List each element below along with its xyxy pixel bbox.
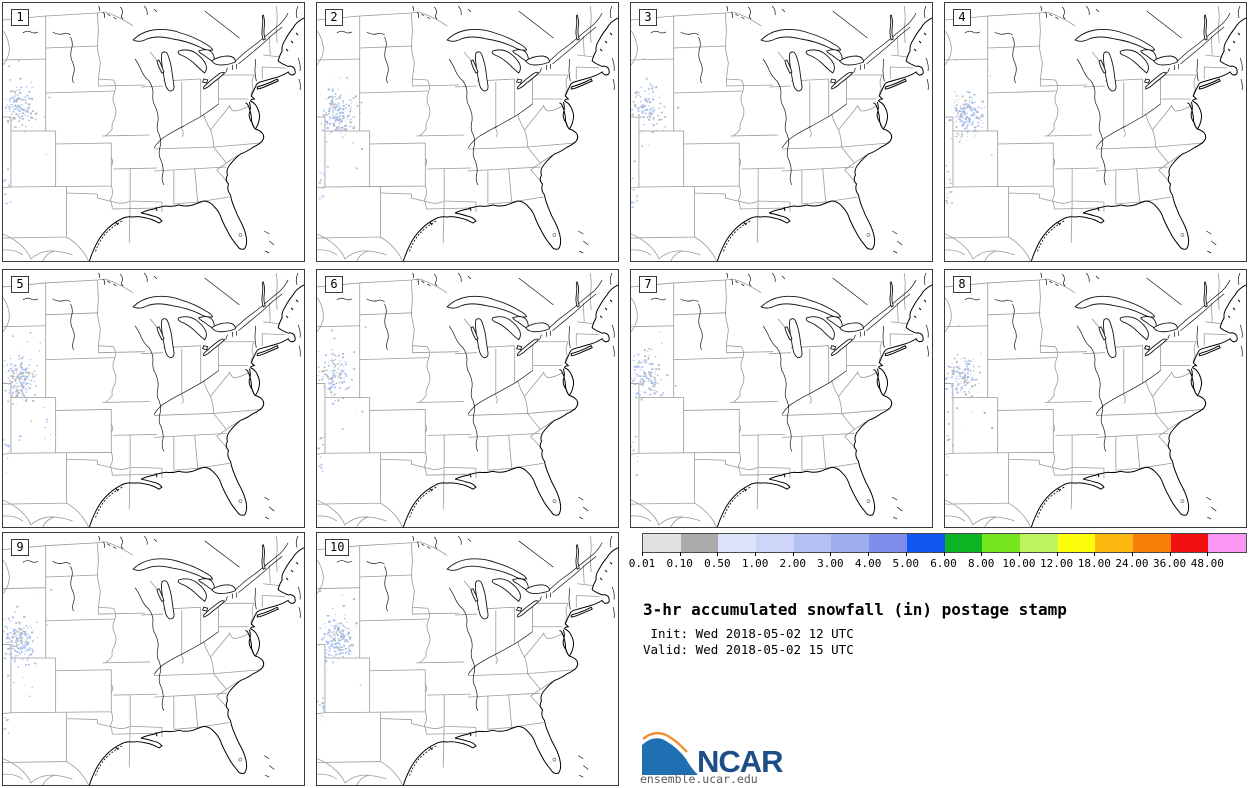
us-map [317,272,618,527]
map-panel: 9 [2,532,305,786]
snowfall-field [317,590,362,721]
member-number-badge: 2 [325,9,343,26]
colorbar-segment [1208,534,1246,552]
map-panel: 6 [316,269,619,528]
colorbar-tick-label: 48.00 [1190,557,1224,570]
colorbar-tick-label: 6.00 [930,557,957,570]
map-panel: 1 [2,2,305,262]
colorbar-tick-label: 3.00 [817,557,844,570]
member-number-badge: 10 [325,539,350,556]
colorbar-tick [905,552,907,556]
member-number-badge: 4 [953,9,971,26]
colorbar-tick-label: 0.01 [628,557,656,570]
colorbar-tick-label: 10.00 [1002,557,1036,570]
colorbar-tick-label: 12.00 [1040,557,1074,570]
snowfall-field [3,331,52,474]
member-number-badge: 8 [953,276,971,293]
colorbar-tick [679,552,681,556]
us-map [945,272,1246,527]
colorbar-segment [1019,534,1058,552]
colorbar-segment [869,534,907,552]
colorbar-segment [793,534,832,552]
colorbar-tick [1169,552,1171,556]
us-map [945,5,1246,261]
colorbar-tick [1018,552,1020,556]
colorbar-tick [868,552,870,556]
snowfall-field [317,324,367,472]
legend-block: 0.01 0.10 0.50 1.00 2.00 3.00 4.00 5.00 6.00 8.00… [628,532,1248,788]
map-panel: 2 [316,2,619,262]
colorbar-tick [792,552,794,556]
colorbar-tick-label: 24.00 [1115,557,1149,570]
snowfall-field [945,59,993,208]
colorbar-tick [943,552,945,556]
snowfall-field [945,324,994,476]
ncar-wordmark: NCAR [697,744,784,779]
colorbar-tick-label: 4.00 [854,557,882,570]
colorbar-tick-label: 2.00 [779,557,807,570]
us-map [317,535,618,785]
colorbar-tick [1131,552,1133,556]
colorbar-segment [1057,534,1096,552]
colorbar-tick-label: 36.00 [1153,557,1187,570]
member-number-badge: 5 [11,276,29,293]
us-map [3,272,304,527]
member-number-badge: 7 [639,276,657,293]
colorbar-tick-label: 8.00 [967,557,995,570]
figure-title: 3-hr accumulated snowfall (in) postage s… [643,600,1067,619]
snowfall-field [3,60,51,205]
member-number-badge: 9 [11,539,29,556]
colorbar-tick [830,552,832,556]
colorbar-tick-label: 0.10 [666,557,693,570]
us-map [3,535,304,785]
us-map [631,5,932,261]
colorbar-tick [717,552,719,556]
colorbar-segment [680,534,719,552]
colorbar-tick [1207,552,1209,556]
colorbar-segment [1095,534,1133,552]
map-panel: 4 [944,2,1247,262]
colorbar-tick-label: 0.50 [704,557,731,570]
colorbar-tick [1056,552,1058,556]
map-panel: 8 [944,269,1247,528]
colorbar-segment [643,534,681,552]
member-number-badge: 3 [639,9,657,26]
snowfall-field [3,588,53,734]
colorbar-segment [1170,534,1209,552]
us-map [3,5,304,261]
colorbar-segment [756,534,794,552]
colorbar-tick [981,552,983,556]
member-number-badge: 1 [11,9,29,26]
colorbar-segment [906,534,945,552]
map-panel: 7 [630,269,933,528]
snowfall-colorbar [642,533,1247,553]
map-panel: 10 [316,532,619,786]
us-map [631,272,932,527]
colorbar-tick [1094,552,1096,556]
ncar-swoosh-icon [642,731,698,775]
colorbar-tick-label: 18.00 [1077,557,1111,570]
snowfall-field [631,331,677,476]
colorbar-segment [982,534,1020,552]
init-valid-times: Init: Wed 2018-05-02 12 UTC Valid: Wed 2… [643,626,854,657]
colorbar-segment [944,534,983,552]
colorbar-tick [642,552,643,556]
snowfall-field [318,77,363,200]
map-panel: 5 [2,269,305,528]
colorbar-segment [718,534,757,552]
colorbar-segment [1132,534,1171,552]
map-panel: 3 [630,2,933,262]
ncar-logo: NCAR [642,728,892,779]
snowfall-field [631,58,680,208]
colorbar-segment [831,534,870,552]
colorbar-tick-label: 5.00 [892,557,920,570]
us-map [317,5,618,261]
member-number-badge: 6 [325,276,343,293]
colorbar-tick-label: 1.00 [741,557,769,570]
site-url: ensemble.ucar.edu [640,772,758,786]
colorbar-tick [755,552,757,556]
